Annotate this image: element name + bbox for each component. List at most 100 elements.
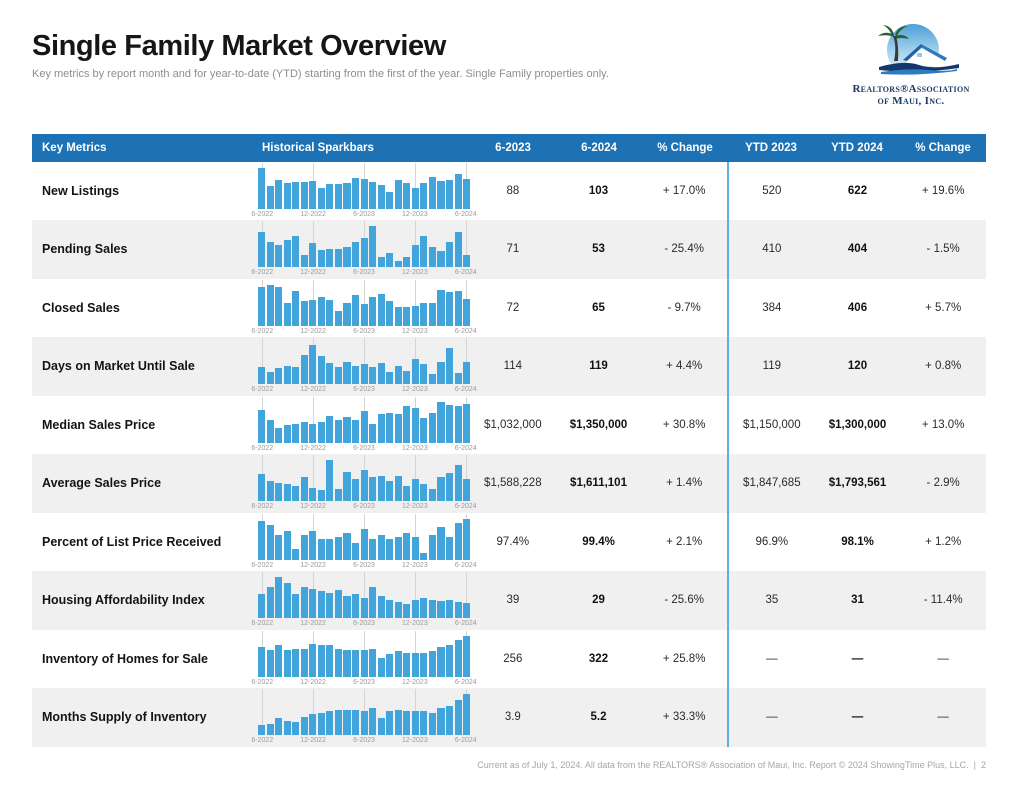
spark-bar (258, 724, 266, 736)
value-cell: $1,793,561 (828, 477, 887, 490)
spark-bar (334, 420, 342, 443)
grid-line (465, 221, 467, 268)
col-header-ytd-2024: YTD 2024 (831, 141, 883, 154)
spark-bar (275, 577, 283, 619)
spark-bar (394, 601, 402, 619)
spark-bar (258, 409, 266, 443)
axis-tick-label: 6-2024 (454, 737, 477, 745)
spark-bar (258, 474, 266, 502)
spark-bar (283, 365, 291, 385)
value-cell: 65 (592, 301, 605, 314)
grid-line (364, 279, 365, 326)
monthly-values-group: 88 103 + 17.0% (470, 162, 727, 221)
axis-tick-label: 12-2022 (300, 210, 326, 218)
axis-tick-label: 12-2023 (402, 269, 428, 277)
spark-bar (403, 532, 411, 560)
value-cell: + 0.8% (925, 360, 962, 373)
value-cell: - 25.6% (664, 594, 704, 607)
spark-bar (377, 595, 385, 619)
spark-bar (258, 366, 266, 385)
table-row: New Listings 6-2022 12-2022 6-2023 12-2023 6… (32, 161, 986, 221)
value-cell: + 2.1% (666, 535, 703, 548)
axis-tick-label: 12-2022 (300, 386, 326, 394)
spark-bar (403, 371, 411, 385)
grid-line (414, 513, 416, 560)
spark-bar (283, 303, 291, 326)
value-cell: $1,300,000 (828, 418, 887, 431)
spark-bar (360, 364, 368, 385)
metric-label: Median Sales Price (42, 417, 156, 432)
table-row: Days on Market Until Sale 6-2022 12-2022 6… (32, 337, 986, 396)
value-cell: + 1.4% (666, 477, 703, 490)
value-cell: $1,611,101 (570, 477, 627, 490)
spark-bar (360, 528, 368, 560)
spark-bar (258, 167, 266, 209)
axis-tick-label: 12-2023 (402, 210, 428, 218)
col-header-pct-change: % Change (657, 141, 713, 154)
value-cell: 96.9% (755, 535, 789, 548)
value-cell: 31 (851, 594, 864, 607)
spark-bar (437, 708, 445, 736)
value-cell: 410 (762, 243, 782, 256)
spark-bar (420, 597, 428, 619)
axis-tick-label: 12-2023 (402, 503, 428, 511)
axis-tick-label: 6-2024 (454, 561, 477, 569)
spark-bar (275, 286, 283, 326)
value-cell: 114 (503, 360, 522, 373)
spark-bar (386, 413, 394, 443)
spark-bar (360, 597, 368, 619)
report-header: Single Family Market Overview Key metric… (32, 24, 986, 108)
axis-tick-label: 12-2022 (300, 327, 326, 335)
sparkbar-chart: 6-2022 12-2022 6-2023 12-2023 6-2024 (251, 454, 477, 513)
spark-bar (292, 485, 300, 502)
spark-bar (309, 589, 317, 619)
spark-bar (369, 587, 377, 619)
sparkbar-plot-area (258, 396, 471, 443)
table-row: Inventory of Homes for Sale 6-2022 12-202… (32, 629, 986, 689)
spark-bar (292, 181, 300, 209)
ytd-values-group: 384 406 + 5.7% (727, 278, 986, 338)
sparkbar-plot-area (258, 572, 471, 619)
value-cell: $1,150,000 (743, 418, 801, 431)
spark-bar (352, 478, 360, 502)
axis-tick-label: 6-2022 (251, 386, 274, 394)
table-row: Months Supply of Inventory 6-2022 12-2022… (32, 688, 986, 747)
value-cell: — (937, 711, 949, 724)
sparkbar-bars (258, 460, 471, 502)
maui-association-logo: Realtors®Association of Maui, Inc. (836, 22, 986, 108)
spark-bar (454, 173, 462, 209)
spark-bar (360, 304, 368, 326)
axis-tick-label: 6-2023 (353, 327, 375, 335)
spark-bar (420, 364, 428, 385)
sparkbar-axis: 6-2022 12-2022 6-2023 12-2023 6-2024 (251, 326, 476, 337)
axis-tick-label: 6-2024 (454, 620, 477, 628)
sparkbar-chart: 6-2022 12-2022 6-2023 12-2023 6-2024 (251, 630, 477, 689)
value-cell: 119 (589, 360, 608, 373)
spark-bar (446, 644, 454, 677)
spark-bar (309, 530, 317, 560)
spark-bar (437, 477, 445, 502)
grid-line (414, 279, 416, 326)
monthly-values-group: 3.9 5.2 + 33.3% (470, 688, 727, 747)
spark-bar (275, 244, 283, 268)
spark-bar (403, 405, 411, 443)
spark-bar (343, 532, 351, 560)
spark-bar (334, 366, 342, 385)
col-header-ytd-2023: YTD 2023 (745, 141, 797, 154)
spark-bar (386, 654, 394, 677)
axis-tick-label: 6-2022 (251, 269, 274, 277)
spark-bar (309, 180, 317, 209)
metrics-table: Key Metrics Historical Sparkbars 6-2023 … (32, 133, 986, 747)
value-cell: — (937, 652, 949, 665)
value-cell: $1,350,000 (569, 418, 628, 431)
spark-bar (292, 722, 300, 736)
value-cell: $1,588,228 (484, 477, 542, 490)
spark-bar (411, 652, 419, 677)
spark-bar (334, 590, 342, 619)
spark-bar (403, 183, 411, 209)
sparkbar-bars (258, 518, 471, 560)
sparkbar-axis: 6-2022 12-2022 6-2023 12-2023 6-2024 (251, 267, 476, 278)
spark-bar (334, 488, 342, 502)
spark-bar (428, 373, 436, 385)
monthly-values-group: 72 65 - 9.7% (470, 279, 727, 338)
